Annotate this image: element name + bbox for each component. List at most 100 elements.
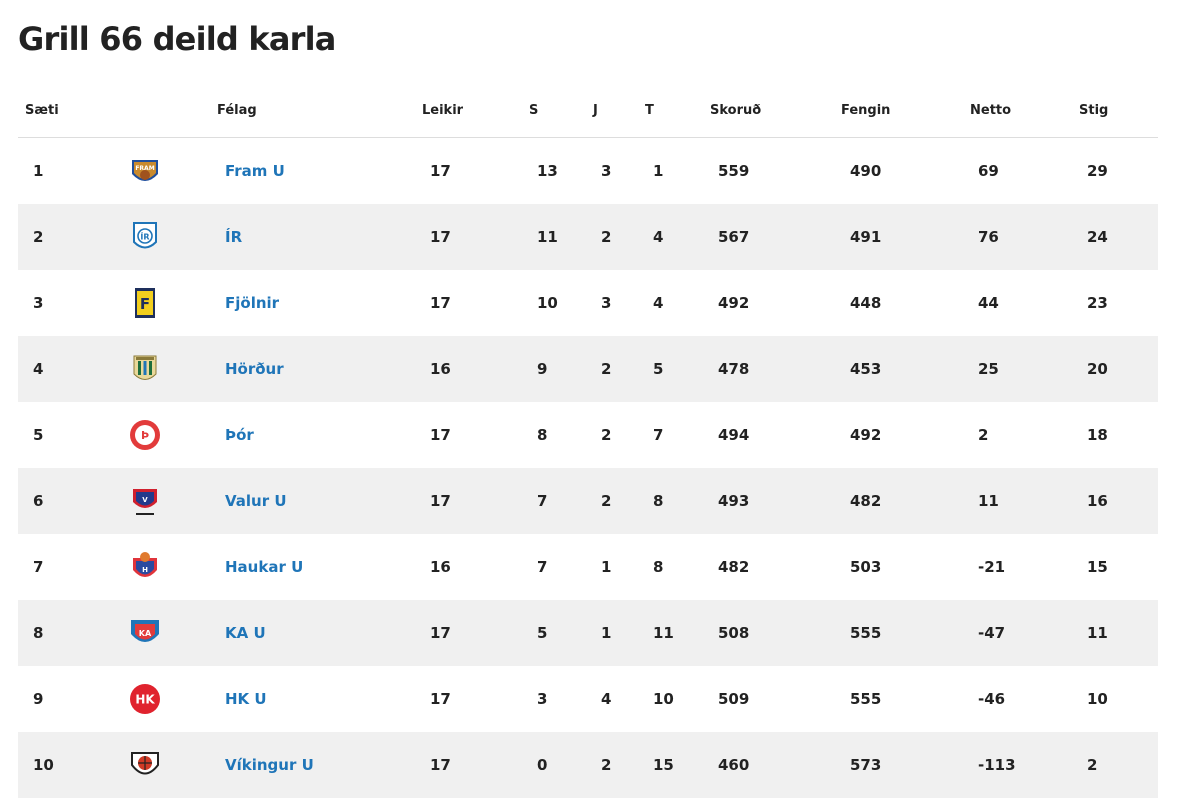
- cell-conceded: 555: [850, 624, 882, 642]
- cell-position: 7: [33, 558, 44, 576]
- cell-wins: 10: [537, 294, 558, 312]
- col-header-felag: Félag: [217, 103, 257, 118]
- cell-draws: 2: [601, 756, 612, 774]
- cell-conceded: 448: [850, 294, 882, 312]
- cell-goal-diff: 44: [978, 294, 999, 312]
- cell-points: 16: [1087, 492, 1108, 510]
- cell-scored: 508: [718, 624, 750, 642]
- svg-text:HK: HK: [135, 693, 155, 707]
- cell-draws: 1: [601, 624, 612, 642]
- cell-played: 16: [430, 360, 451, 378]
- cell-losses: 4: [653, 228, 664, 246]
- thor-logo-icon: Þ: [128, 418, 162, 452]
- cell-points: 10: [1087, 690, 1108, 708]
- cell-position: 5: [33, 426, 44, 444]
- cell-points: 11: [1087, 624, 1108, 642]
- cell-position: 3: [33, 294, 44, 312]
- cell-position: 6: [33, 492, 44, 510]
- cell-losses: 11: [653, 624, 674, 642]
- cell-position: 9: [33, 690, 44, 708]
- cell-conceded: 573: [850, 756, 882, 774]
- col-header-stig: Stig: [1079, 103, 1109, 118]
- team-link[interactable]: HK U: [225, 690, 267, 708]
- cell-conceded: 492: [850, 426, 882, 444]
- col-header-s: S: [529, 103, 539, 118]
- table-row: 8 17 5 1 11 508 555 -47 11 KA KA U: [18, 600, 1158, 666]
- table-row: 9 17 3 4 10 509 555 -46 10 HK HK U: [18, 666, 1158, 732]
- cell-losses: 8: [653, 558, 664, 576]
- fjolnir-logo-icon: F: [128, 286, 162, 320]
- cell-position: 4: [33, 360, 44, 378]
- table-row: 10 17 0 2 15 460 573 -113 2 Víkingur U: [18, 732, 1158, 798]
- col-header-j: J: [593, 103, 598, 118]
- col-header-fengin: Fengin: [841, 103, 891, 118]
- hk-logo-icon: HK: [128, 682, 162, 716]
- valur-logo-icon: V: [128, 484, 162, 518]
- table-row: 2 17 11 2 4 567 491 76 24 ÍR ÍR: [18, 204, 1158, 270]
- cell-losses: 4: [653, 294, 664, 312]
- team-link[interactable]: Hörður: [225, 360, 284, 378]
- cell-losses: 1: [653, 162, 664, 180]
- cell-wins: 8: [537, 426, 548, 444]
- team-link[interactable]: Fram U: [225, 162, 285, 180]
- col-header-saeti: Sæti: [25, 103, 59, 118]
- cell-conceded: 491: [850, 228, 882, 246]
- cell-goal-diff: 25: [978, 360, 999, 378]
- team-link[interactable]: Fjölnir: [225, 294, 280, 312]
- cell-scored: 493: [718, 492, 750, 510]
- ka-logo-icon: KA: [128, 616, 162, 650]
- cell-scored: 460: [718, 756, 750, 774]
- fram-logo-icon: FRAM: [128, 154, 162, 188]
- svg-text:Þ: Þ: [141, 429, 149, 442]
- standings-table: Sæti Félag Leikir S J T Skoruð Fengin Ne…: [18, 88, 1158, 798]
- cell-scored: 494: [718, 426, 750, 444]
- cell-conceded: 490: [850, 162, 882, 180]
- cell-conceded: 555: [850, 690, 882, 708]
- svg-text:ÍR: ÍR: [140, 231, 149, 242]
- cell-position: 8: [33, 624, 44, 642]
- cell-points: 18: [1087, 426, 1108, 444]
- page-title: Grill 66 deild karla: [18, 20, 336, 58]
- cell-goal-diff: 11: [978, 492, 999, 510]
- cell-scored: 559: [718, 162, 750, 180]
- team-link[interactable]: Haukar U: [225, 558, 304, 576]
- svg-text:FRAM: FRAM: [135, 165, 154, 172]
- cell-scored: 478: [718, 360, 750, 378]
- cell-wins: 13: [537, 162, 558, 180]
- cell-wins: 9: [537, 360, 548, 378]
- haukar-logo-icon: H: [128, 550, 162, 584]
- svg-text:H: H: [142, 566, 148, 574]
- cell-draws: 1: [601, 558, 612, 576]
- svg-text:KA: KA: [139, 629, 152, 638]
- team-link[interactable]: Víkingur U: [225, 756, 314, 774]
- col-header-netto: Netto: [970, 103, 1012, 118]
- cell-draws: 3: [601, 162, 612, 180]
- vikingur-logo-icon: [128, 748, 162, 782]
- cell-scored: 482: [718, 558, 750, 576]
- cell-played: 17: [430, 228, 451, 246]
- team-link[interactable]: ÍR: [225, 228, 243, 246]
- cell-wins: 5: [537, 624, 548, 642]
- cell-points: 24: [1087, 228, 1108, 246]
- svg-text:V: V: [142, 496, 148, 504]
- cell-played: 17: [430, 690, 451, 708]
- cell-losses: 10: [653, 690, 674, 708]
- team-link[interactable]: KA U: [225, 624, 266, 642]
- cell-wins: 7: [537, 558, 548, 576]
- cell-position: 10: [33, 756, 54, 774]
- cell-goal-diff: -113: [978, 756, 1016, 774]
- cell-scored: 567: [718, 228, 750, 246]
- team-link[interactable]: Þór: [225, 426, 254, 444]
- cell-scored: 492: [718, 294, 750, 312]
- cell-conceded: 482: [850, 492, 882, 510]
- cell-wins: 11: [537, 228, 558, 246]
- table-row: 4 16 9 2 5 478 453 25 20 Hörður: [18, 336, 1158, 402]
- cell-played: 16: [430, 558, 451, 576]
- cell-points: 2: [1087, 756, 1098, 774]
- cell-position: 2: [33, 228, 44, 246]
- cell-played: 17: [430, 426, 451, 444]
- svg-text:F: F: [140, 295, 150, 313]
- table-row: 5 17 8 2 7 494 492 2 18 Þ Þór: [18, 402, 1158, 468]
- team-link[interactable]: Valur U: [225, 492, 287, 510]
- table-row: 7 16 7 1 8 482 503 -21 15 H Haukar U: [18, 534, 1158, 600]
